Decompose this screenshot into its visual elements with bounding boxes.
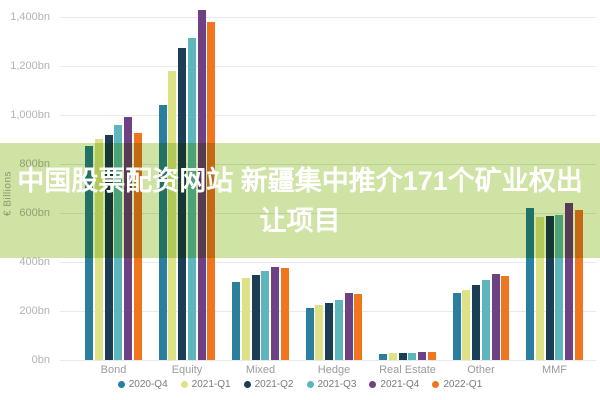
legend-dot-2021-q4 (369, 381, 377, 388)
gridline-1000 (60, 115, 596, 116)
x-label-mixed: Mixed (245, 364, 276, 376)
bar-hedge-2021-q4 (344, 293, 353, 360)
bar-mixed-2021-q3 (261, 271, 270, 360)
legend-dot-2021-q3 (306, 381, 314, 388)
bar-mixed-2021-q4 (271, 267, 280, 360)
bar-mmf-2021-q1 (535, 217, 544, 360)
bar-other-2021-q4 (491, 274, 500, 360)
legend-label-2021-q1: 2021-Q1 (191, 379, 231, 390)
headline-overlay-text: 中国股票配资网站 新疆集中推介171个矿业权出 让项目 (0, 143, 600, 258)
bar-real-estate-2021-q3 (408, 353, 417, 360)
y-tick-label-0: 0bn (31, 354, 50, 366)
gridline-1400 (60, 17, 596, 18)
headline-line-1: 中国股票配资网站 新疆集中推介171个矿业权出 (17, 165, 583, 196)
legend-label-2021-q2: 2021-Q2 (254, 379, 294, 390)
gridline-0 (60, 360, 596, 361)
legend-item-2021-q1: 2021-Q1 (180, 379, 231, 390)
bar-other-2020-q4 (452, 293, 461, 360)
bar-hedge-2020-q4 (305, 308, 314, 360)
bar-hedge-2021-q1 (315, 305, 324, 360)
y-tick-label-200: 200bn (19, 305, 50, 317)
bar-real-estate-2021-q2 (398, 353, 407, 360)
legend-item-2021-q3: 2021-Q3 (306, 379, 357, 390)
y-tick-label-1200: 1,200bn (10, 60, 50, 72)
bar-group-other (452, 274, 510, 360)
bar-mixed-2021-q1 (241, 278, 250, 360)
y-tick-label-1000: 1,000bn (10, 109, 50, 121)
x-label-mmf: MMF (541, 364, 568, 376)
bar-group-real-estate (379, 352, 436, 360)
bar-mixed-2022-q1 (280, 268, 289, 360)
bar-group-hedge (305, 293, 363, 360)
legend-label-2021-q4: 2021-Q4 (380, 379, 420, 390)
y-tick-label-1400: 1,400bn (10, 11, 50, 23)
x-label-equity: Equity (171, 364, 203, 376)
legend-label-2020-q4: 2020-Q4 (128, 379, 168, 390)
legend-dot-2020-q4 (117, 381, 125, 388)
bar-mixed-2020-q4 (232, 282, 240, 360)
bar-mmf-2020-q4 (526, 208, 534, 360)
bar-real-estate-2022-q1 (427, 352, 436, 360)
bar-real-estate-2021-q4 (418, 352, 427, 360)
legend-label-2022-q1: 2022-Q1 (443, 379, 483, 390)
bar-mmf-2022-q1 (574, 210, 583, 360)
bar-group-mixed (232, 267, 289, 360)
bar-mmf-2021-q4 (565, 203, 574, 360)
bar-mmf-2021-q3 (555, 215, 564, 360)
bar-real-estate-2020-q4 (379, 354, 387, 360)
legend: 2020-Q4 2021-Q1 2021-Q2 2021-Q3 2021-Q4 2022-… (0, 379, 600, 390)
headline-line-2: 让项目 (259, 205, 341, 236)
x-label-other: Other (467, 364, 495, 376)
legend-item-2021-q2: 2021-Q2 (243, 379, 294, 390)
x-axis-category-labels: Bond Equity Mixed Hedge Real Estate Other MMF (60, 364, 596, 376)
bar-mixed-2021-q2 (251, 275, 260, 360)
legend-item-2020-q4: 2020-Q4 (117, 379, 168, 390)
legend-dot-2022-q1 (432, 381, 440, 388)
bar-real-estate-2021-q1 (388, 353, 397, 360)
legend-dot-2021-q2 (243, 381, 251, 388)
bar-group-mmf (526, 203, 583, 360)
x-label-real-estate: Real Estate (379, 364, 436, 376)
headline-overlay-band (0, 143, 600, 258)
legend-label-2021-q3: 2021-Q3 (317, 379, 357, 390)
gridline-1200 (60, 66, 596, 67)
bar-other-2021-q3 (481, 280, 490, 360)
bar-hedge-2022-q1 (354, 294, 363, 360)
bar-hedge-2021-q3 (334, 300, 343, 360)
bar-hedge-2021-q2 (325, 303, 334, 360)
bar-other-2021-q2 (472, 285, 481, 360)
x-label-hedge: Hedge (317, 364, 351, 376)
legend-item-2021-q4: 2021-Q4 (369, 379, 419, 390)
bar-mmf-2021-q2 (545, 216, 554, 360)
bar-other-2021-q1 (462, 290, 471, 360)
gridline-400 (60, 262, 596, 263)
legend-item-2022-q1: 2022-Q1 (432, 379, 482, 390)
x-label-bond: Bond (100, 364, 127, 376)
y-tick-label-400: 400bn (19, 256, 50, 268)
legend-dot-2021-q1 (180, 381, 188, 388)
bar-other-2022-q1 (501, 276, 510, 360)
